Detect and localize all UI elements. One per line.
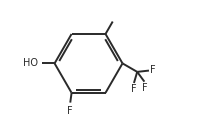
Text: HO: HO [23, 58, 38, 68]
Text: F: F [142, 83, 147, 93]
Text: F: F [68, 106, 73, 116]
Text: F: F [150, 65, 156, 75]
Text: F: F [131, 84, 137, 94]
